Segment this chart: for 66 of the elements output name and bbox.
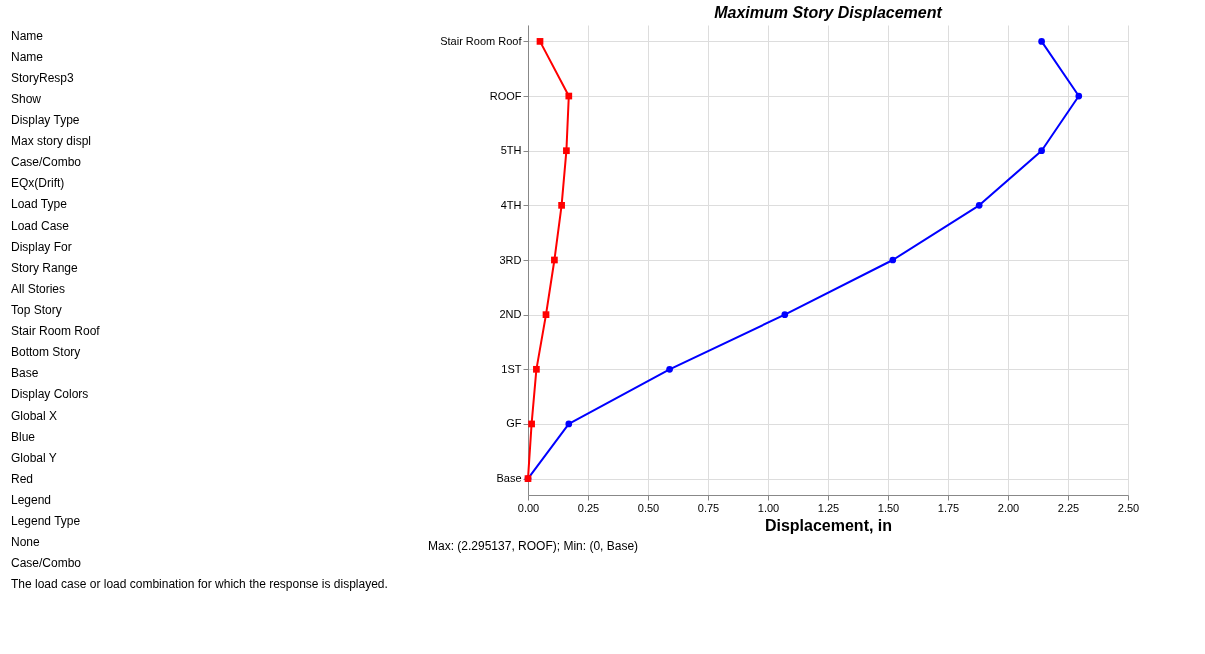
point	[558, 201, 565, 209]
point	[533, 365, 540, 373]
text: Name	[11, 28, 44, 43]
text: Legend Type	[11, 514, 81, 529]
text: None	[11, 535, 41, 550]
point	[542, 311, 550, 319]
text: Legend	[11, 493, 52, 507]
x-tick-label: 0.00	[517, 501, 540, 514]
point	[1038, 147, 1045, 155]
x-tick-label: 1.50	[877, 501, 900, 514]
text: Load Type	[11, 197, 68, 212]
y-tick-label: Base	[496, 472, 522, 485]
text: Case/Combo	[11, 155, 82, 170]
x-tick-label: 0.75	[697, 501, 720, 514]
x-tick-label: 2.25	[1057, 501, 1080, 514]
y-tick-label: ROOF	[489, 89, 522, 102]
y-tick-label: 4TH	[500, 198, 522, 211]
point	[528, 420, 535, 428]
text: Load Case	[11, 218, 70, 233]
text: Name	[11, 49, 44, 64]
point	[666, 365, 673, 373]
text: Global Y	[11, 450, 57, 465]
x-axis-title: Displacement, in	[764, 516, 893, 534]
text: Global X	[11, 408, 58, 423]
y-tick-label: Stair Room Roof	[440, 34, 523, 47]
text: Display For	[11, 239, 72, 254]
x-tick-label: 2.50	[1117, 501, 1140, 514]
point	[565, 420, 573, 428]
point	[563, 147, 570, 155]
text: Red	[11, 471, 34, 486]
text: Max story displ	[11, 134, 92, 149]
y-tick-label: 1ST	[501, 362, 522, 375]
x-tick-label: 1.25	[817, 501, 840, 514]
y-tick-label: 2ND	[499, 308, 522, 321]
point	[1075, 92, 1083, 100]
text: Display Type	[11, 113, 80, 127]
point	[536, 38, 544, 45]
text: StoryResp3	[11, 70, 75, 85]
text: Display Colors	[11, 387, 89, 402]
x-tick-label: 1.00	[757, 501, 780, 514]
text: Bottom Story	[11, 345, 81, 360]
text: Case/Combo	[11, 556, 82, 571]
x-tick-label: 0.50	[637, 501, 660, 514]
text: Max: (2.295137, ROOF); Min: (0, Base)	[428, 539, 639, 553]
text: Story Range	[11, 260, 79, 275]
point	[565, 92, 573, 100]
y-tick-label: 5TH	[500, 144, 522, 157]
text: EQx(Drift)	[11, 176, 65, 191]
point	[781, 311, 789, 318]
text: The load case or load combination for which the response is displayed.	[11, 577, 388, 592]
text: Top Story	[11, 303, 62, 317]
chart-title: Maximum Story Displacement	[714, 4, 943, 21]
text: Stair Room Roof	[11, 324, 101, 339]
text: Show	[11, 91, 42, 106]
point	[1038, 38, 1045, 45]
text: Blue	[11, 429, 36, 444]
text: Base	[11, 366, 39, 381]
x-tick-label: 2.00	[997, 501, 1020, 514]
point	[551, 256, 558, 264]
x-tick-label: 1.75	[937, 501, 960, 514]
x-tick-label: 0.25	[577, 501, 600, 514]
point	[889, 256, 897, 264]
point	[975, 202, 983, 209]
y-tick-label: 3RD	[499, 253, 522, 266]
y-tick-label: GF	[506, 417, 522, 430]
text: All Stories	[11, 281, 66, 296]
